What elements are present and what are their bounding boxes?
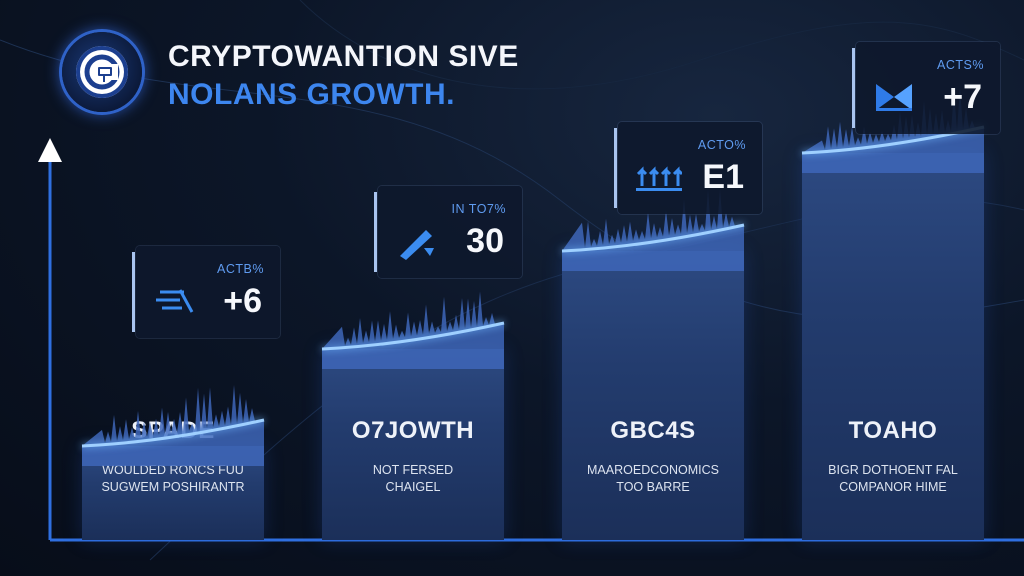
callout-accent bbox=[852, 48, 855, 128]
bar-crest bbox=[81, 385, 265, 467]
chart-title: CRYPTOWANTION SIVE bbox=[168, 40, 519, 73]
callout-label: ACTO% bbox=[697, 138, 746, 152]
value-callout: IN TO7% 30 bbox=[374, 186, 522, 278]
bar-crest bbox=[561, 189, 745, 271]
bar-gbc4s: GBC4S MAAROEDCONOMICS TOO BARRE bbox=[562, 250, 744, 540]
crypto-coin-logo-icon bbox=[62, 32, 142, 112]
callout-value: E1 bbox=[702, 158, 744, 196]
bar-label: O7JOWTH bbox=[351, 417, 475, 444]
bar-description: NOT FERSED CHAIGEL bbox=[372, 463, 454, 494]
callout-accent bbox=[614, 128, 617, 208]
callout-value: 30 bbox=[466, 222, 504, 260]
value-callout: ACTB% +6 bbox=[132, 246, 280, 338]
bar-label: GBC4S bbox=[610, 417, 696, 444]
callout-accent bbox=[374, 192, 377, 272]
value-callout: ACTO% E1 bbox=[614, 122, 762, 214]
bar-crest bbox=[321, 291, 505, 369]
bar-description: MAAROEDCONOMICS TOO BARRE bbox=[587, 463, 719, 494]
bar-toaho: TOAHO BIGR DOTHOENT FAL COMPANOR HIME bbox=[802, 153, 984, 540]
bar-description: BIGR DOTHOENT FAL COMPANOR HIME bbox=[828, 463, 958, 494]
up-arrows-icon bbox=[636, 162, 684, 197]
callout-label: ACTS% bbox=[937, 58, 984, 72]
value-callout: ACTS% +7 bbox=[852, 42, 1000, 134]
callout-label: IN TO7% bbox=[451, 202, 506, 216]
speed-lines-icon bbox=[154, 286, 198, 321]
pen-arrow-icon bbox=[396, 226, 440, 265]
callout-value: +6 bbox=[223, 282, 262, 320]
callout-accent bbox=[132, 252, 135, 332]
callout-label: ACTB% bbox=[217, 262, 264, 276]
bar-description: WOULDED RONCS FUU SUGWEM POSHIRANTR bbox=[101, 463, 245, 494]
bowtie-icon bbox=[874, 82, 914, 117]
bar-label: TOAHO bbox=[848, 417, 938, 444]
bar-o7jowth: O7JOWTH NOT FERSED CHAIGEL bbox=[322, 348, 504, 540]
chart-subtitle: NOLANS GROWTH. bbox=[168, 78, 455, 111]
callout-value: +7 bbox=[943, 78, 982, 116]
